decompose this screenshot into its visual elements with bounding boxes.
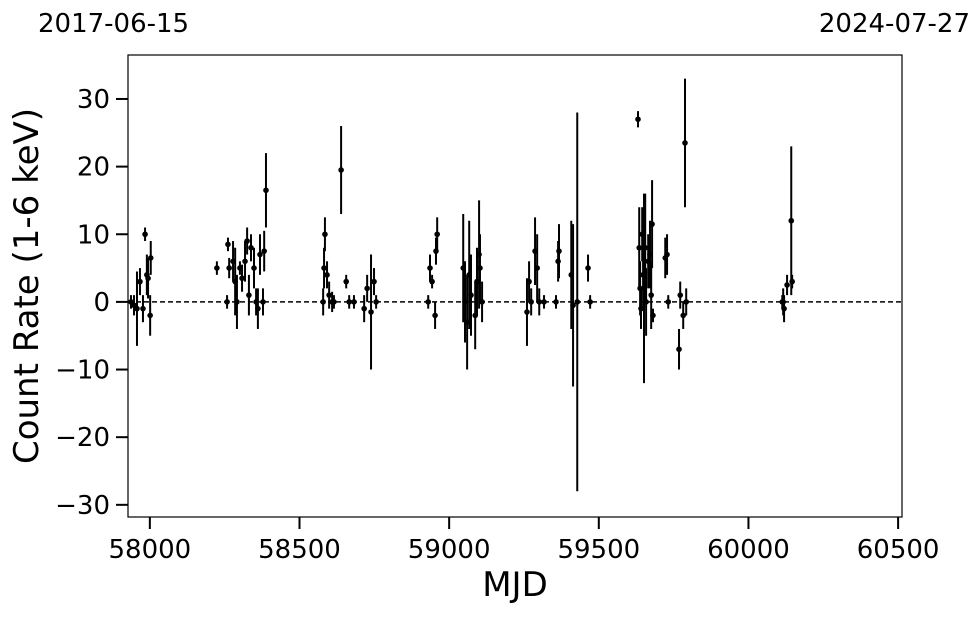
- data-point: [587, 299, 593, 305]
- data-point: [556, 248, 562, 254]
- data-point: [242, 258, 248, 265]
- data-point: [239, 275, 245, 282]
- top-right-label: 2024-07-27: [819, 9, 970, 39]
- x-tick-label: 60000: [707, 535, 790, 565]
- data-point: [541, 299, 547, 305]
- data-point: [224, 299, 230, 305]
- data-point: [676, 346, 682, 353]
- data-point: [142, 231, 148, 238]
- data-point: [479, 299, 485, 305]
- x-tick-label: 60500: [857, 535, 940, 565]
- plot-frame: [127, 54, 903, 518]
- data-point: [260, 299, 266, 305]
- y-tick-label: −10: [55, 356, 110, 386]
- data-point: [140, 305, 146, 312]
- data-point: [784, 282, 790, 288]
- data-point: [246, 292, 252, 298]
- y-axis-label: Count Rate (1-6 keV): [7, 108, 47, 464]
- data-point: [664, 251, 670, 258]
- data-point: [147, 255, 154, 261]
- data-point: [248, 244, 254, 251]
- data-point: [324, 272, 330, 278]
- data-point: [648, 292, 654, 298]
- y-tick-label: 20: [77, 153, 110, 183]
- data-point: [134, 305, 140, 312]
- data-point: [261, 248, 267, 254]
- data-point: [425, 299, 432, 305]
- data-point: [526, 278, 532, 285]
- data-point: [137, 278, 143, 285]
- data-point: [574, 299, 581, 305]
- x-tick-label: 59000: [408, 535, 491, 565]
- data-point: [351, 299, 357, 305]
- data-point: [649, 221, 655, 227]
- data-point: [263, 187, 269, 194]
- data-point: [343, 278, 349, 285]
- data-point: [226, 265, 232, 271]
- data-point: [635, 116, 641, 123]
- data-point: [788, 217, 795, 224]
- data-point: [528, 299, 534, 305]
- data-point: [643, 299, 649, 305]
- data-point: [371, 278, 377, 285]
- data-point: [234, 299, 240, 305]
- x-tick-label: 58500: [258, 535, 341, 565]
- data-point: [585, 265, 591, 271]
- data-point: [373, 299, 379, 305]
- y-tick-label: −20: [55, 423, 110, 453]
- data-point: [665, 299, 672, 305]
- data-point: [145, 275, 151, 282]
- data-point: [642, 244, 648, 251]
- data-point: [524, 309, 530, 315]
- data-point: [553, 299, 559, 305]
- data-point: [683, 299, 690, 305]
- data-point: [650, 312, 656, 319]
- data-point: [257, 251, 263, 258]
- data-point: [781, 305, 787, 312]
- data-point: [251, 265, 257, 271]
- x-tick-label: 58000: [108, 535, 191, 565]
- data-point: [368, 309, 374, 315]
- data-point: [320, 299, 326, 305]
- data-point: [244, 238, 250, 244]
- data-point: [468, 292, 474, 298]
- data-point: [255, 305, 261, 312]
- data-point: [326, 292, 332, 298]
- data-point: [477, 265, 483, 271]
- data-point: [361, 305, 367, 312]
- data-point: [321, 265, 327, 271]
- data-point: [680, 312, 687, 319]
- data-point: [432, 312, 438, 319]
- y-tick-label: 30: [77, 85, 110, 115]
- x-tick-label: 59500: [557, 535, 640, 565]
- data-point: [338, 167, 344, 173]
- data-point: [214, 265, 220, 271]
- data-point: [570, 302, 576, 309]
- data-point: [331, 299, 337, 305]
- data-point: [429, 278, 435, 285]
- data-point: [434, 231, 440, 238]
- top-left-label: 2017-06-15: [38, 9, 189, 39]
- data-point: [534, 265, 540, 271]
- data-point: [364, 285, 370, 292]
- data-point: [789, 278, 795, 285]
- data-point: [677, 292, 684, 298]
- data-point: [147, 312, 153, 319]
- data-point: [536, 299, 543, 305]
- data-point: [636, 244, 643, 251]
- data-point: [225, 241, 231, 248]
- y-tick-label: −30: [55, 491, 110, 521]
- data-point: [427, 265, 433, 271]
- data-point: [682, 140, 688, 146]
- x-axis-label: MJD: [482, 565, 548, 605]
- y-tick-label: 10: [77, 220, 110, 250]
- data-point: [322, 231, 328, 238]
- y-tick-label: 0: [93, 288, 110, 318]
- data-point: [346, 299, 352, 305]
